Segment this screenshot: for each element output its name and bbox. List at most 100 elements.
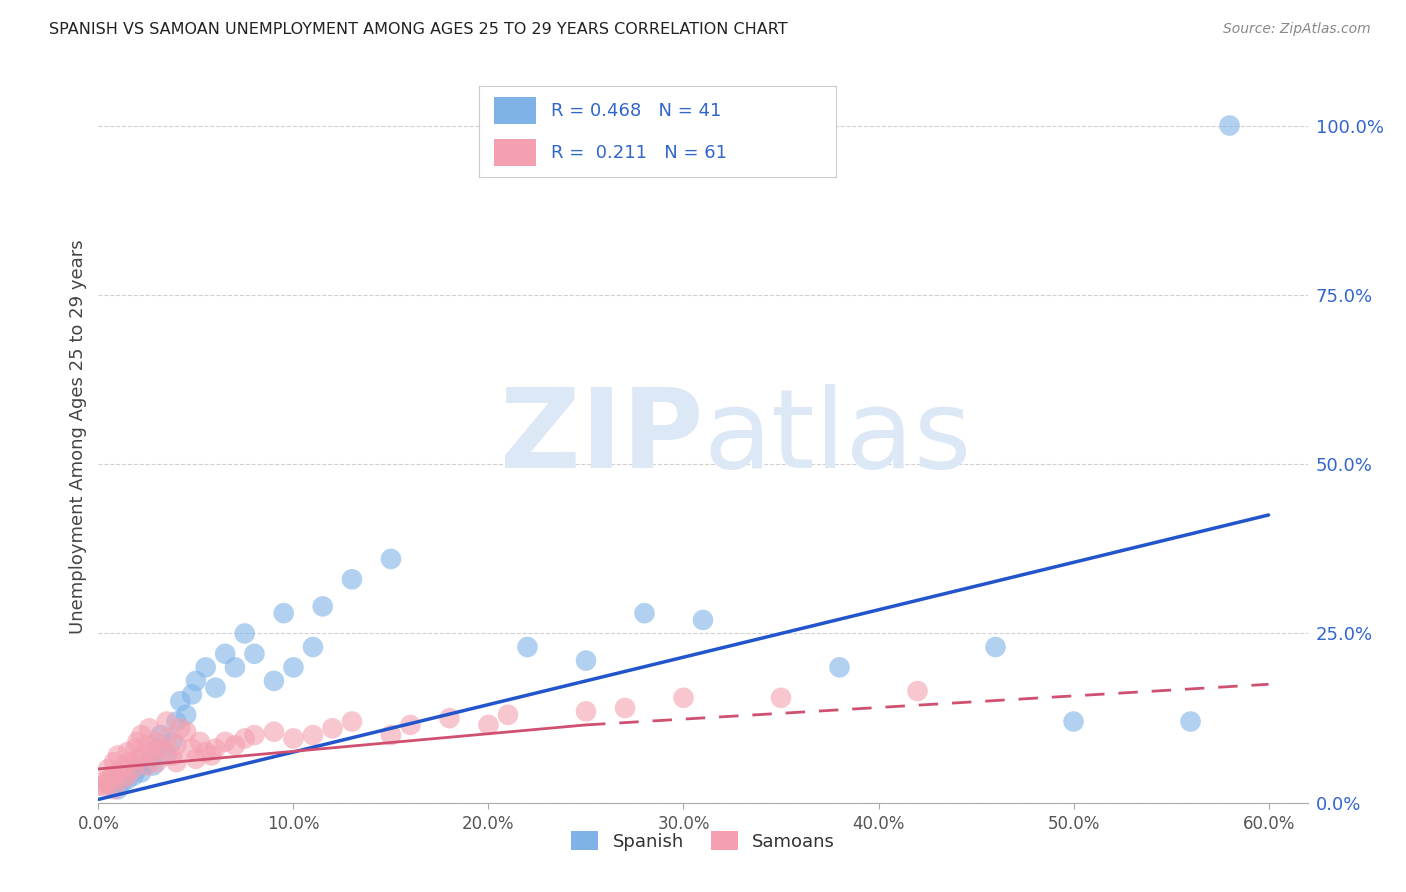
Point: [156, 748, 179, 763]
Legend: Spanish, Samoans: Spanish, Samoans: [562, 822, 844, 860]
Point: [692, 613, 714, 627]
Point: [302, 640, 325, 654]
Point: [131, 748, 153, 763]
Point: [399, 718, 422, 732]
Point: [156, 714, 179, 729]
Point: [111, 772, 134, 786]
Point: [162, 735, 184, 749]
Point: [111, 775, 134, 789]
Point: [136, 755, 159, 769]
Point: [169, 721, 191, 735]
Point: [273, 606, 295, 620]
Point: [672, 690, 695, 705]
Point: [149, 728, 172, 742]
Point: [1180, 714, 1202, 729]
Point: [263, 673, 285, 688]
Point: [107, 765, 129, 780]
Text: ZIP: ZIP: [499, 384, 703, 491]
Point: [122, 762, 145, 776]
Point: [118, 755, 141, 769]
Point: [477, 718, 499, 732]
Point: [181, 688, 204, 702]
Point: [184, 673, 207, 688]
Y-axis label: Unemployment Among Ages 25 to 29 years: Unemployment Among Ages 25 to 29 years: [69, 240, 87, 634]
Point: [907, 684, 929, 698]
Point: [169, 694, 191, 708]
Text: SPANISH VS SAMOAN UNEMPLOYMENT AMONG AGES 25 TO 29 YEARS CORRELATION CHART: SPANISH VS SAMOAN UNEMPLOYMENT AMONG AGE…: [49, 22, 787, 37]
Point: [142, 745, 165, 759]
Point: [131, 728, 153, 742]
Point: [243, 647, 266, 661]
Point: [174, 707, 197, 722]
Point: [107, 748, 129, 763]
Point: [181, 741, 204, 756]
Point: [321, 721, 343, 735]
Point: [165, 755, 187, 769]
Point: [136, 758, 159, 772]
Point: [204, 681, 226, 695]
Point: [117, 745, 139, 759]
Point: [127, 735, 149, 749]
Point: [302, 728, 325, 742]
Point: [103, 782, 125, 797]
Point: [312, 599, 335, 614]
Point: [188, 735, 211, 749]
Point: [142, 758, 165, 772]
Point: [91, 775, 114, 789]
Point: [97, 762, 120, 776]
Point: [122, 769, 145, 783]
Point: [146, 755, 169, 769]
Point: [575, 654, 598, 668]
Point: [138, 721, 160, 735]
Point: [263, 724, 285, 739]
Point: [112, 758, 135, 772]
Point: [98, 772, 121, 786]
Point: [156, 731, 179, 746]
Point: [575, 705, 598, 719]
Point: [224, 738, 246, 752]
Text: atlas: atlas: [703, 384, 972, 491]
Point: [340, 572, 363, 586]
Point: [146, 741, 169, 756]
Point: [214, 647, 236, 661]
Point: [146, 735, 169, 749]
Point: [214, 735, 236, 749]
Point: [283, 731, 305, 746]
Point: [233, 626, 256, 640]
Point: [127, 762, 149, 776]
Point: [194, 660, 217, 674]
Text: Source: ZipAtlas.com: Source: ZipAtlas.com: [1223, 22, 1371, 37]
Point: [174, 724, 197, 739]
Point: [224, 660, 246, 674]
Point: [97, 777, 120, 791]
Point: [107, 782, 129, 797]
Point: [117, 769, 139, 783]
Point: [984, 640, 1007, 654]
Point: [93, 779, 115, 793]
Point: [1219, 119, 1241, 133]
Point: [614, 701, 637, 715]
Point: [162, 748, 184, 763]
Point: [87, 779, 110, 793]
Point: [204, 741, 226, 756]
Point: [136, 738, 159, 752]
Point: [200, 748, 222, 763]
Point: [103, 779, 125, 793]
Point: [131, 765, 153, 780]
Point: [124, 741, 146, 756]
Point: [1063, 714, 1085, 729]
Point: [97, 775, 120, 789]
Point: [828, 660, 851, 674]
Point: [380, 728, 402, 742]
Point: [184, 752, 207, 766]
Point: [117, 772, 139, 786]
Point: [165, 714, 187, 729]
Point: [439, 711, 461, 725]
Point: [165, 738, 187, 752]
Point: [633, 606, 655, 620]
Point: [283, 660, 305, 674]
Point: [149, 741, 172, 756]
Point: [194, 745, 217, 759]
Point: [496, 707, 519, 722]
Point: [340, 714, 363, 729]
